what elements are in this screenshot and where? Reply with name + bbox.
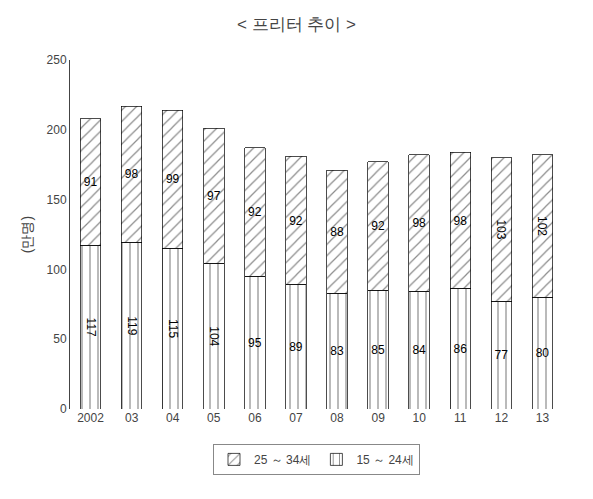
svg-text:98: 98 xyxy=(412,216,426,230)
svg-text:117: 117 xyxy=(84,318,98,337)
svg-text:119: 119 xyxy=(125,316,139,335)
svg-text:84: 84 xyxy=(412,343,426,357)
svg-text:2002: 2002 xyxy=(77,411,104,425)
svg-text:98: 98 xyxy=(453,214,467,228)
svg-text:250: 250 xyxy=(47,53,67,67)
svg-text:10: 10 xyxy=(413,411,427,425)
svg-text:98: 98 xyxy=(125,167,139,181)
svg-text:03: 03 xyxy=(125,411,139,425)
svg-text:150: 150 xyxy=(47,193,67,207)
svg-text:104: 104 xyxy=(207,326,221,346)
svg-text:102: 102 xyxy=(535,216,549,236)
svg-text:05: 05 xyxy=(207,411,221,425)
svg-text:04: 04 xyxy=(166,411,180,425)
svg-text:12: 12 xyxy=(495,411,509,425)
svg-text:07: 07 xyxy=(289,411,303,425)
svg-text:11: 11 xyxy=(454,411,467,425)
svg-text:83: 83 xyxy=(330,344,344,358)
svg-text:13: 13 xyxy=(536,411,550,425)
svg-text:50: 50 xyxy=(53,332,67,346)
svg-text:09: 09 xyxy=(371,411,385,425)
svg-text:86: 86 xyxy=(453,342,467,356)
svg-text:(만명): (만명) xyxy=(19,216,35,253)
svg-text:25 ～ 34세: 25 ～ 34세 xyxy=(254,453,311,467)
svg-text:85: 85 xyxy=(371,343,385,357)
svg-text:< 프리터 추이 >: < 프리터 추이 > xyxy=(237,15,356,34)
svg-text:100: 100 xyxy=(47,263,67,277)
svg-text:06: 06 xyxy=(248,411,262,425)
svg-text:80: 80 xyxy=(536,346,550,360)
svg-text:115: 115 xyxy=(166,319,180,338)
svg-text:95: 95 xyxy=(248,336,262,350)
svg-text:200: 200 xyxy=(47,123,67,137)
svg-text:92: 92 xyxy=(289,214,303,228)
svg-text:91: 91 xyxy=(84,175,98,189)
svg-text:15 ～ 24세: 15 ～ 24세 xyxy=(356,453,413,467)
svg-text:92: 92 xyxy=(371,219,385,233)
svg-text:08: 08 xyxy=(330,411,344,425)
svg-text:99: 99 xyxy=(166,172,180,186)
svg-text:77: 77 xyxy=(495,348,509,362)
svg-text:89: 89 xyxy=(289,340,303,354)
svg-text:103: 103 xyxy=(494,219,508,239)
svg-text:88: 88 xyxy=(330,225,344,239)
svg-text:92: 92 xyxy=(248,205,262,219)
svg-text:0: 0 xyxy=(60,402,67,416)
svg-text:97: 97 xyxy=(207,189,221,203)
